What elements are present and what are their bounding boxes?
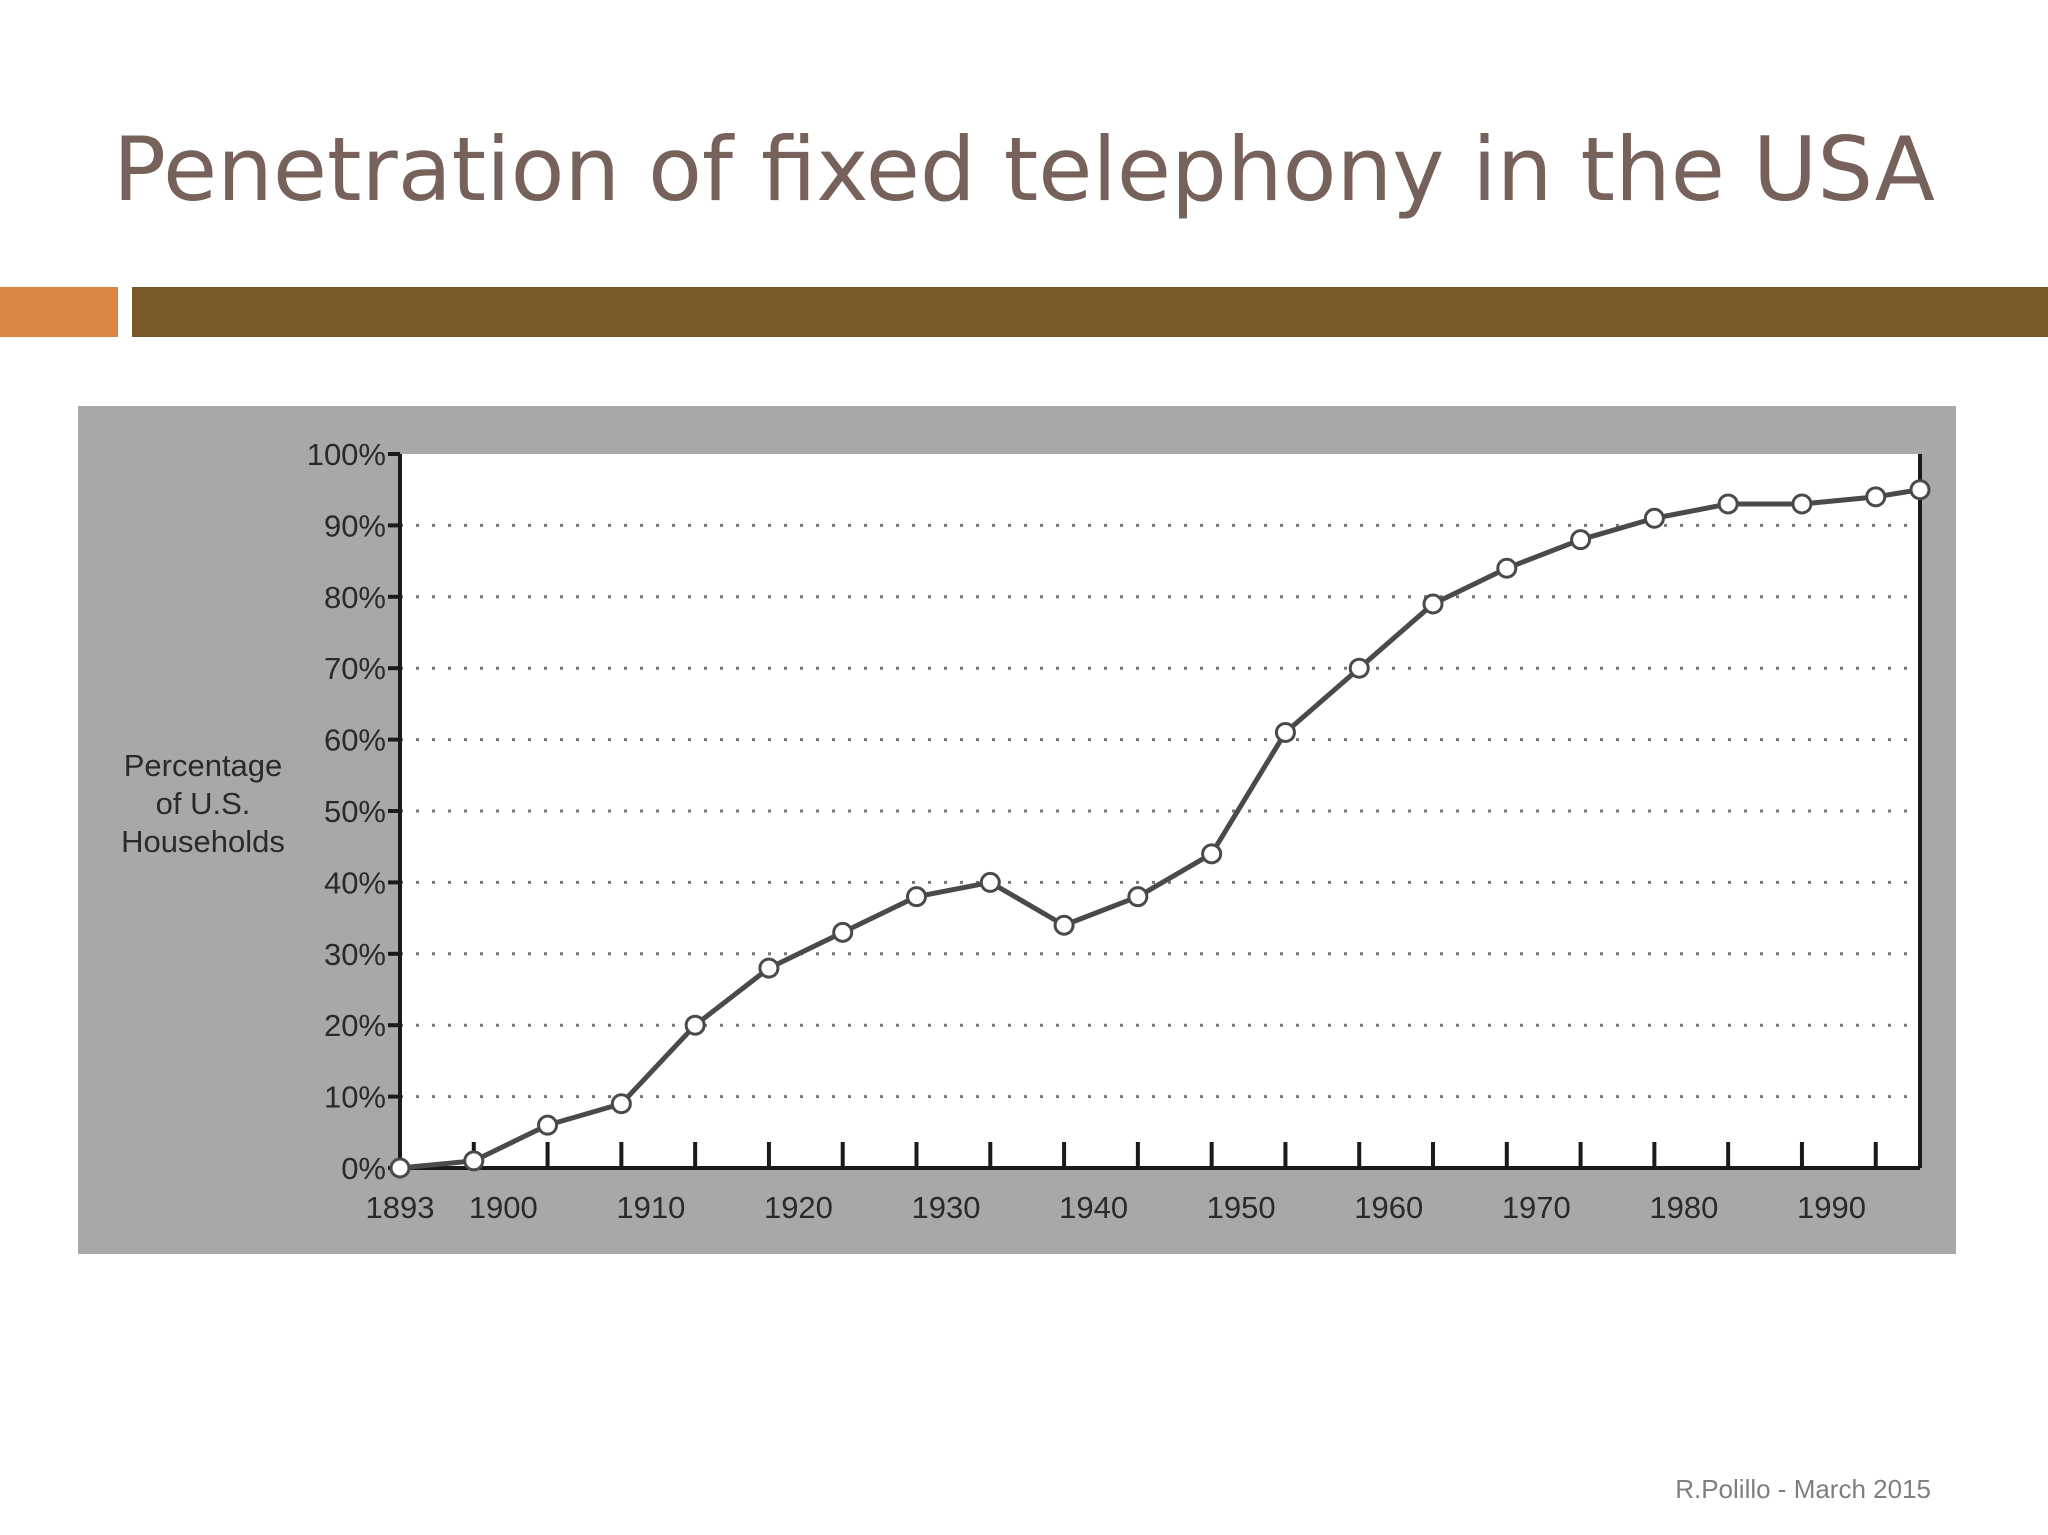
y-tick-label: 50%	[324, 794, 386, 829]
line-chart: 0% 10% 20% 30% 40% 50% 60% 70% 80% 90% 100% 1893 190…	[78, 406, 1956, 1254]
x-tick-label: 1940	[1059, 1190, 1128, 1225]
data-point	[463, 1150, 485, 1172]
data-point	[1643, 507, 1665, 529]
data-point	[610, 1093, 632, 1115]
slide-footer: R.Polillo - March 2015	[1675, 1474, 1931, 1504]
y-tick-label: 60%	[324, 723, 386, 758]
accent-bar-orange	[0, 287, 118, 337]
series-line	[399, 487, 1921, 1171]
data-point	[1791, 493, 1813, 515]
data-point	[1909, 479, 1931, 501]
data-point	[758, 957, 780, 979]
chart-container: 0% 10% 20% 30% 40% 50% 60% 70% 80% 90% 100% 1893 190…	[78, 406, 1956, 1254]
x-tick-label: 1900	[469, 1190, 538, 1225]
data-point	[1570, 529, 1592, 551]
y-tick-label: 10%	[324, 1080, 386, 1115]
x-tick-label: 1893	[366, 1190, 435, 1225]
data-point	[832, 921, 854, 943]
y-tick-label: 30%	[324, 937, 386, 972]
data-point	[537, 1114, 559, 1136]
data-point	[1053, 914, 1075, 936]
x-tick-label: 1910	[616, 1190, 685, 1225]
data-point	[1127, 886, 1149, 908]
y-tick-label: 100%	[307, 437, 386, 472]
x-tick-label: 1950	[1207, 1190, 1276, 1225]
x-tick-label: 1920	[764, 1190, 833, 1225]
y-axis-label: Percentage of U.S. Households	[121, 748, 285, 859]
data-point	[389, 1157, 411, 1179]
x-tick-label: 1980	[1649, 1190, 1718, 1225]
x-tick-label: 1990	[1797, 1190, 1866, 1225]
y-tick-label: 90%	[324, 508, 386, 543]
y-tick-label: 70%	[324, 651, 386, 686]
x-tick-label: 1960	[1354, 1190, 1423, 1225]
data-point	[1348, 657, 1370, 679]
data-point	[1201, 843, 1223, 865]
plot-area	[400, 454, 1920, 1168]
y-tick-label: 0%	[341, 1151, 386, 1186]
data-point	[684, 1014, 706, 1036]
slide-title: Penetration of fixed telephony in the US…	[113, 118, 1935, 221]
y-tick-label: 40%	[324, 865, 386, 900]
data-point	[1422, 593, 1444, 615]
y-tick-label: 20%	[324, 1008, 386, 1043]
data-point	[1717, 493, 1739, 515]
data-point	[1865, 486, 1887, 508]
x-tick-label: 1930	[912, 1190, 981, 1225]
x-tick-label: 1970	[1502, 1190, 1571, 1225]
accent-bar-brown	[132, 287, 2048, 337]
data-point	[1274, 721, 1296, 743]
data-point	[979, 871, 1001, 893]
data-point	[1496, 557, 1518, 579]
y-tick-label: 80%	[324, 580, 386, 615]
data-point	[906, 886, 928, 908]
